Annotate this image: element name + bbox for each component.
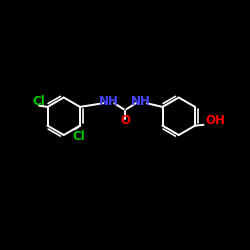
Text: Cl: Cl	[72, 130, 85, 143]
Text: NH: NH	[131, 95, 151, 108]
Text: OH: OH	[206, 114, 226, 127]
Text: O: O	[121, 114, 131, 127]
Text: NH: NH	[99, 95, 119, 108]
Text: Cl: Cl	[32, 95, 45, 108]
